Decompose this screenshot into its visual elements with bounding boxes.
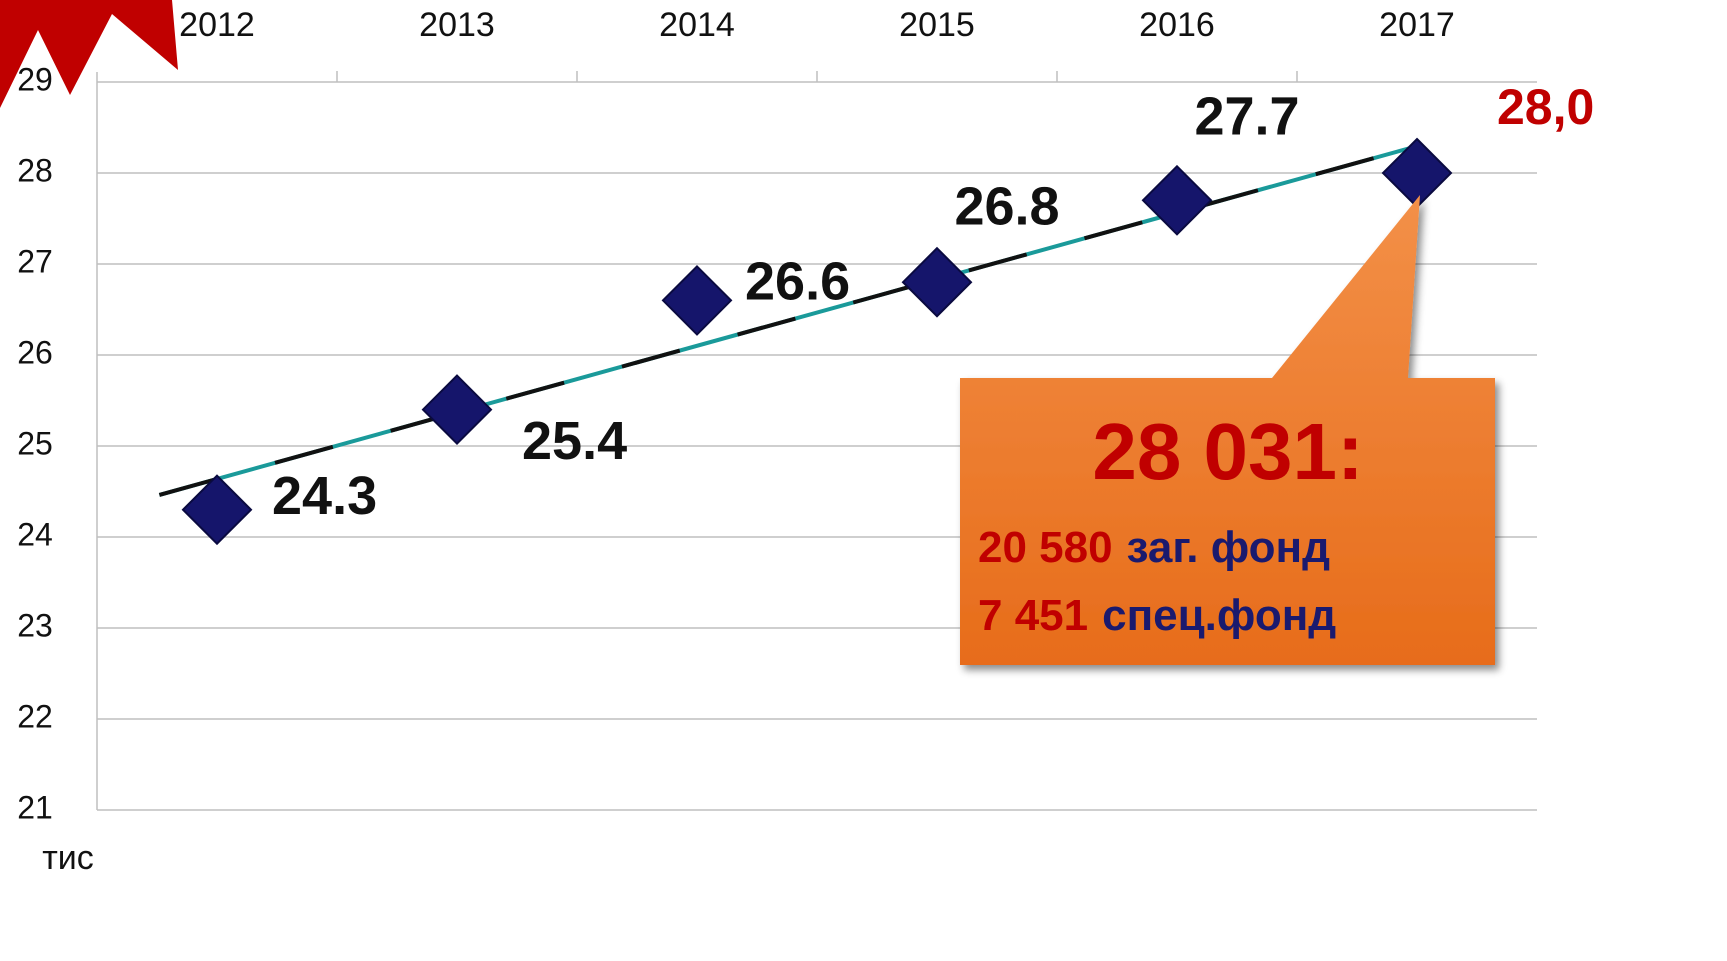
y-tick-label: 23 <box>17 607 53 643</box>
y-tick-label: 22 <box>17 698 53 734</box>
callout-label: спец.фонд <box>1102 591 1336 640</box>
x-tick-label: 2013 <box>419 6 495 44</box>
x-tick-label: 2015 <box>899 6 975 44</box>
y-tick-label: 26 <box>17 334 53 370</box>
value-label: 26.8 <box>954 176 1059 236</box>
callout-total: 28 031: <box>1092 407 1363 496</box>
x-tick-label: 2016 <box>1139 6 1215 44</box>
y-tick-label: 24 <box>17 516 53 552</box>
marker <box>1143 166 1211 234</box>
x-tick-label: 2017 <box>1379 6 1455 44</box>
marker <box>1383 139 1451 207</box>
chart: 21 22 23 24 25 26 27 28 29 2012 2013 2014 2015 2016 20… <box>0 0 1727 961</box>
marker <box>663 266 731 334</box>
y-tick-label: 29 <box>17 61 53 97</box>
callout-line: 7 451 спец.фонд <box>978 591 1336 640</box>
value-label: 24.3 <box>272 466 377 526</box>
y-tick-label: 28 <box>17 152 53 188</box>
callout-label: заг. фонд <box>1127 523 1331 572</box>
y-tick-label: 27 <box>17 243 53 279</box>
value-label: 25.4 <box>522 411 627 471</box>
callout-amount: 7 451 <box>978 591 1088 640</box>
callout-line: 20 580 заг. фонд <box>978 523 1330 572</box>
y-tick-label: 21 <box>17 789 53 825</box>
value-label: 26.6 <box>745 252 850 312</box>
x-tick-label: 2012 <box>179 6 255 44</box>
y-unit-label: тис <box>42 839 94 877</box>
marker <box>903 248 971 316</box>
value-label: 28,0 <box>1497 79 1594 135</box>
x-tick-label: 2014 <box>659 6 735 44</box>
callout-amount: 20 580 <box>978 523 1113 572</box>
value-label: 27.7 <box>1194 87 1299 147</box>
marker <box>423 376 491 444</box>
y-tick-label: 25 <box>17 425 53 461</box>
